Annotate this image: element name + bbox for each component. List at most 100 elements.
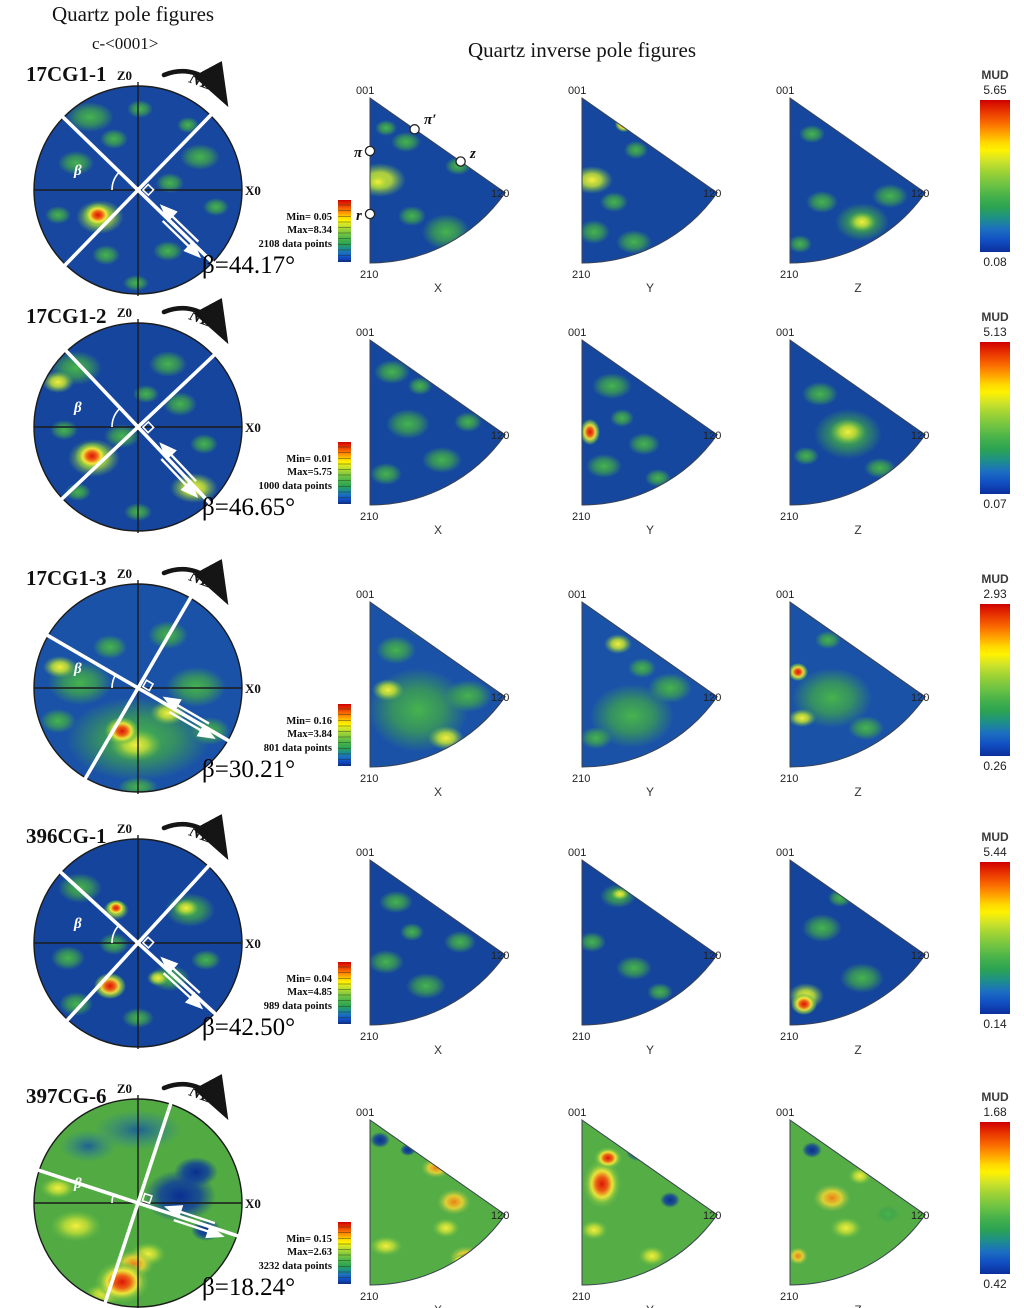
- ne-arrow: [161, 813, 229, 861]
- pole-figure: β Z0 X0 NE: [33, 1073, 261, 1308]
- stat-min: Min= 0.01: [286, 453, 332, 465]
- ipf-axis-z: Z: [854, 523, 861, 537]
- pi-marker: [364, 145, 376, 157]
- ipf-corner-210: 210: [572, 511, 590, 523]
- ipf-corner-001: 001: [356, 327, 374, 339]
- stat-points: 2108 data points: [258, 238, 332, 250]
- mini-colorbar: [338, 704, 351, 766]
- ipf-corner-210: 210: [780, 1031, 798, 1043]
- ipf-corner-120: 120: [911, 430, 929, 442]
- beta-value: β=44.17°: [202, 252, 296, 279]
- z0-axis-label: Z0: [117, 305, 132, 320]
- pi-prime-label: π′: [424, 112, 436, 128]
- ipf-axis-x: X: [434, 1043, 442, 1057]
- beta-value: β=30.21°: [202, 756, 296, 783]
- sample-row-17CG1-3: 17CG1-3 β Z0 X0 NE Min= 0.16 Max=3.84 80…: [0, 558, 1024, 812]
- mud-title: MUD: [981, 1090, 1009, 1104]
- ipf-corner-001: 001: [776, 85, 794, 97]
- inverse-pole-figure-x: 001 210 120 X: [356, 1107, 509, 1308]
- z0-axis-label: Z0: [117, 821, 132, 836]
- r-marker: [364, 208, 376, 220]
- mini-colorbar: [338, 200, 351, 262]
- sample-row-17CG1-2: 17CG1-2 β Z0 X0 NE Min= 0.01 Max=5.75 10…: [0, 297, 1024, 550]
- mud-min: 0.26: [983, 759, 1007, 773]
- ipf-corner-210: 210: [572, 269, 590, 281]
- pole-figure: β Z0 X0 NE: [33, 558, 261, 794]
- mud-scale: MUD 2.93 0.26: [966, 572, 1024, 774]
- inverse-pole-figure-z: 001 210 120 Z: [776, 589, 929, 799]
- mini-colorbar: [338, 442, 351, 504]
- mud-max: 5.13: [983, 325, 1007, 339]
- ipf-corner-001: 001: [568, 327, 586, 339]
- r-label: r: [356, 208, 362, 224]
- ipf-corner-120: 120: [491, 430, 509, 442]
- sample-label: 17CG1-2: [26, 304, 107, 328]
- beta-value: β=46.65°: [202, 494, 296, 521]
- z-marker: [455, 156, 466, 167]
- ipf-corner-120: 120: [703, 1210, 721, 1222]
- inverse-pole-figure-z: 001 210 120 Z: [776, 85, 929, 295]
- ipf-axis-y: Y: [646, 1043, 654, 1057]
- ipf-corner-120: 120: [703, 692, 721, 704]
- beta-symbol: β: [73, 163, 82, 179]
- inverse-pole-figure-y: 001 210 120 Y: [568, 85, 721, 295]
- stat-min: Min= 0.05: [286, 211, 332, 223]
- ipf-corner-001: 001: [568, 589, 586, 601]
- stats-block: Min= 0.15 Max=2.63 3232 data points: [238, 1222, 351, 1284]
- stats-block: Min= 0.05 Max=8.34 2108 data points: [238, 200, 351, 262]
- ipf-axis-z: Z: [854, 1303, 861, 1308]
- mud-min: 0.14: [983, 1017, 1007, 1031]
- x0-axis-label: X0: [245, 183, 261, 198]
- mud-colorbar: [980, 342, 1010, 494]
- inverse-pole-figure-x: 001 210 120 X: [356, 589, 509, 799]
- ipf-corner-210: 210: [572, 773, 590, 785]
- stat-min: Min= 0.16: [286, 715, 332, 727]
- ipf-corner-210: 210: [780, 1291, 798, 1303]
- sample-row-17CG1-1: 17CG1-1 β Z0 X0 NE Min= 0.05 Max=8.34 21…: [0, 60, 1024, 308]
- ipf-axis-y: Y: [646, 785, 654, 799]
- stat-max: Max=2.63: [287, 1247, 332, 1259]
- sample-row-397CG-6: 397CG-6 β Z0 X0 NE Min= 0.15 Max=2.63 32…: [0, 1073, 1024, 1308]
- mud-title: MUD: [981, 572, 1009, 586]
- ipf-axis-y: Y: [646, 1303, 654, 1308]
- x0-axis-label: X0: [245, 936, 261, 951]
- ipf-corner-001: 001: [776, 327, 794, 339]
- ipf-corner-210: 210: [780, 773, 798, 785]
- inverse-pole-figure-y: 001 210 120 Y: [568, 847, 721, 1057]
- mini-colorbar: [338, 1222, 351, 1284]
- ipf-corner-001: 001: [568, 1107, 586, 1119]
- ipf-corner-120: 120: [491, 692, 509, 704]
- beta-symbol: β: [73, 916, 82, 932]
- ipf-corner-120: 120: [703, 950, 721, 962]
- z0-axis-label: Z0: [117, 566, 132, 581]
- beta-symbol: β: [73, 400, 82, 416]
- mud-min: 0.42: [983, 1277, 1007, 1291]
- ipf-corner-001: 001: [776, 847, 794, 859]
- ipf-corner-120: 120: [911, 692, 929, 704]
- mud-scale: MUD 5.13 0.07: [966, 310, 1024, 512]
- ipf-corner-120: 120: [491, 188, 509, 200]
- ipf-corner-001: 001: [568, 85, 586, 97]
- stat-min: Min= 0.15: [286, 1233, 332, 1245]
- stat-min: Min= 0.04: [286, 973, 332, 985]
- inverse-pole-figure-x: 001 210 120 X: [356, 327, 509, 537]
- ipf-axis-x: X: [434, 1303, 442, 1308]
- inverse-pole-figure-z: 001 210 120 Z: [776, 1107, 929, 1308]
- stats-block: Min= 0.01 Max=5.75 1000 data points: [238, 442, 351, 504]
- ipf-axis-z: Z: [854, 785, 861, 799]
- inverse-pole-figure-x: 001 210 120 X π π′ z r: [354, 85, 509, 295]
- beta-symbol: β: [73, 1176, 82, 1192]
- ipf-axis-y: Y: [646, 523, 654, 537]
- ipf-corner-001: 001: [356, 589, 374, 601]
- ipf-axis-z: Z: [854, 1043, 861, 1057]
- pole-figure: β Z0 X0 NE: [33, 60, 261, 296]
- x0-axis-label: X0: [245, 681, 261, 696]
- ipf-corner-001: 001: [356, 85, 374, 97]
- c-axis-subtitle: c-<0001>: [92, 34, 159, 53]
- mud-min: 0.07: [983, 497, 1007, 511]
- ipf-axis-x: X: [434, 523, 442, 537]
- z0-axis-label: Z0: [117, 1081, 132, 1096]
- inverse-pole-figure-x: 001 210 120 X: [356, 847, 509, 1057]
- mud-colorbar: [980, 862, 1010, 1014]
- mud-title: MUD: [981, 310, 1009, 324]
